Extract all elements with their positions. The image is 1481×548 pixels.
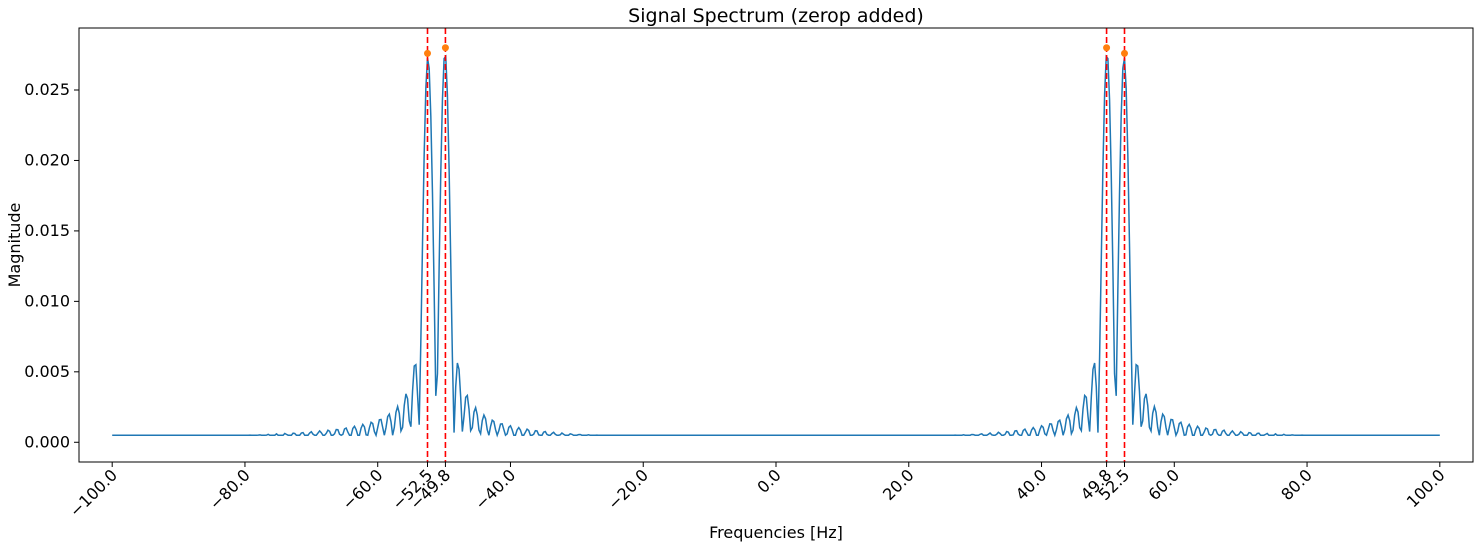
plot-frame bbox=[78, 27, 1474, 463]
y-tick-label: 0.005 bbox=[24, 362, 70, 381]
y-axis-label: Magnitude bbox=[5, 203, 24, 288]
y-axis: 0.000 0.005 0.010 0.015 0.020 0.025 bbox=[24, 80, 79, 451]
x-tick-label: 80.0 bbox=[1277, 465, 1316, 504]
x-tick-label: −100.0 bbox=[66, 465, 121, 520]
spectrum-line bbox=[112, 54, 1440, 438]
x-axis: −100.0 −80.0 −60.0 −52.5−49.8 −40.0 −20.0 0.0 2… bbox=[66, 462, 1449, 521]
x-tick-label: −20.0 bbox=[604, 465, 652, 513]
y-tick-label: 0.000 bbox=[24, 432, 70, 451]
peak-point bbox=[424, 49, 431, 57]
y-tick-label: 0.020 bbox=[24, 150, 70, 169]
y-tick-label: 0.015 bbox=[24, 221, 70, 240]
y-tick-label: 0.025 bbox=[24, 80, 70, 99]
y-tick-label: 0.010 bbox=[24, 291, 70, 310]
plot-area bbox=[112, 28, 1440, 462]
peak-point bbox=[1103, 44, 1111, 52]
peak-point bbox=[441, 44, 449, 52]
x-tick-label: 0.0 bbox=[753, 465, 784, 496]
x-tick-label: 40.0 bbox=[1012, 465, 1051, 504]
chart-title: Signal Spectrum (zerop added) bbox=[628, 5, 924, 27]
x-axis-label: Frequencies [Hz] bbox=[709, 523, 843, 542]
x-tick-label: −60.0 bbox=[338, 465, 386, 513]
peak-point bbox=[1121, 49, 1128, 57]
x-tick-label: −80.0 bbox=[206, 465, 254, 513]
x-tick-label: 100.0 bbox=[1403, 465, 1449, 511]
x-tick-label: 60.0 bbox=[1144, 465, 1183, 504]
x-tick-label: −40.0 bbox=[471, 465, 519, 513]
x-tick-label: 20.0 bbox=[879, 465, 918, 504]
